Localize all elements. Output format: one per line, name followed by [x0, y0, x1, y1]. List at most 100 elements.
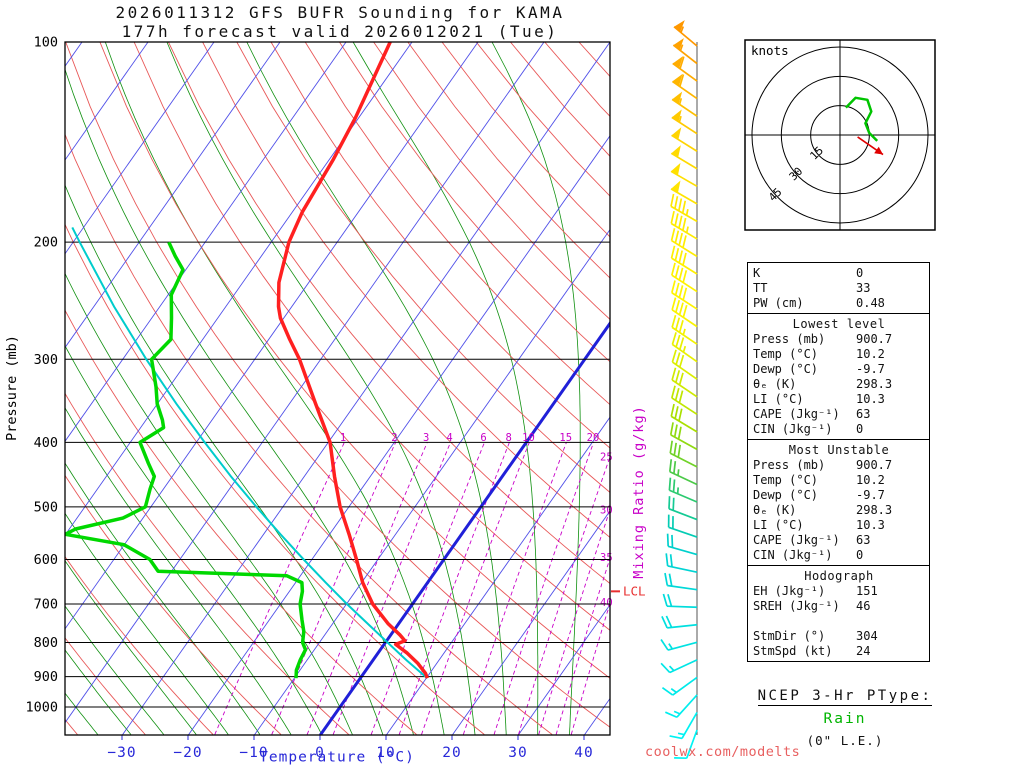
svg-text:−20: −20: [173, 745, 202, 761]
stat-label: θₑ (K): [753, 503, 797, 517]
svg-text:Pressure (mb): Pressure (mb): [4, 335, 20, 441]
stat-row: StmSpd (kt) 24: [753, 644, 925, 659]
svg-text:6: 6: [480, 432, 486, 444]
stat-row: LI (°C) 10.3: [753, 518, 925, 533]
stat-row: Press (mb) 900.7: [753, 332, 925, 347]
svg-text:3: 3: [423, 432, 429, 444]
plot-border: [64, 41, 611, 736]
stat-row: StmDir (°) 304: [753, 629, 925, 644]
stat-value: 900.7: [856, 458, 893, 472]
stats-section-header: Most Unstable: [788, 443, 890, 457]
stat-value: -9.7: [856, 362, 885, 376]
stat-value: 33: [856, 281, 871, 295]
svg-text:2: 2: [391, 432, 397, 444]
stat-value: 298.3: [856, 377, 893, 391]
ptype-heading-text: NCEP 3-Hr PType:: [757, 688, 933, 706]
stat-value: 10.2: [856, 347, 885, 361]
stat-value: 304: [856, 629, 878, 643]
stats-panel: K 0 TT 33 PW (cm) 0.48 Lowest level Press (mb) 9…: [747, 262, 930, 662]
stat-row: PW (cm) 0.48: [753, 296, 925, 311]
stat-label: TT: [753, 281, 768, 295]
svg-text:knots: knots: [751, 43, 789, 58]
stats-section: Most Unstable Press (mb) 900.7 Temp (°C) 10.…: [747, 439, 930, 566]
stat-label: Press (mb): [753, 332, 826, 346]
stat-row: CIN (Jkg⁻¹) 0: [753, 422, 925, 437]
svg-text:1000: 1000: [25, 700, 58, 716]
stat-label: CIN (Jkg⁻¹): [753, 548, 833, 562]
svg-text:10: 10: [522, 432, 535, 444]
svg-text:40: 40: [574, 745, 593, 761]
stat-label: Temp (°C): [753, 347, 819, 361]
svg-text:4: 4: [446, 432, 452, 444]
stat-value: 0: [856, 548, 864, 562]
svg-text:600: 600: [34, 552, 58, 568]
stats-section: K 0 TT 33 PW (cm) 0.48: [747, 262, 930, 314]
stats-section: Hodograph EH (Jkg⁻¹) 151 SREH (Jkg⁻¹) 46 Stm…: [747, 565, 930, 662]
stat-label: SREH (Jkg⁻¹): [753, 599, 840, 613]
stat-row: [753, 614, 925, 629]
svg-text:1: 1: [340, 432, 346, 444]
stat-row: Dewp (°C) -9.7: [753, 488, 925, 503]
stat-label: EH (Jkg⁻¹): [753, 584, 826, 598]
stat-row: TT 33: [753, 281, 925, 296]
svg-text:35: 35: [600, 552, 613, 564]
stat-value: 63: [856, 407, 871, 421]
stat-value: 10.2: [856, 473, 885, 487]
stat-label: PW (cm): [753, 296, 804, 310]
stat-label: StmSpd (kt): [753, 644, 833, 658]
stats-section: Lowest level Press (mb) 900.7 Temp (°C) 10.2…: [747, 313, 930, 440]
svg-text:Mixing Ratio (g/kg): Mixing Ratio (g/kg): [631, 405, 647, 578]
wind-barb-column: [660, 20, 698, 760]
stat-label: LI (°C): [753, 518, 804, 532]
temperature-trace: [276, 42, 429, 679]
stat-value: 298.3: [856, 503, 893, 517]
stat-label: LI (°C): [753, 392, 804, 406]
stat-row: θₑ (K) 298.3: [753, 377, 925, 392]
svg-text:20: 20: [587, 432, 600, 444]
svg-text:300: 300: [34, 352, 58, 368]
hodograph-trace: [845, 96, 879, 142]
stat-value: 63: [856, 533, 871, 547]
svg-text:100: 100: [34, 35, 58, 51]
stat-label: StmDir (°): [753, 629, 826, 643]
stat-label: K: [753, 266, 761, 280]
credit-link[interactable]: coolwx.com/modelts: [645, 744, 801, 760]
freezing-isotherm: [319, 320, 610, 735]
sounding-traces: [65, 42, 429, 679]
svg-text:800: 800: [34, 635, 58, 651]
stat-value: -9.7: [856, 488, 885, 502]
svg-text:LCL: LCL: [623, 583, 646, 598]
stat-value: 151: [856, 584, 878, 598]
svg-text:0: 0: [315, 745, 325, 761]
svg-text:200: 200: [34, 235, 58, 251]
lcl-marker: LCL: [611, 583, 646, 598]
stat-row: Press (mb) 900.7: [753, 458, 925, 473]
stat-label: Press (mb): [753, 458, 826, 472]
stat-label: CIN (Jkg⁻¹): [753, 422, 833, 436]
stat-row: EH (Jkg⁻¹) 151: [753, 584, 925, 599]
svg-text:20: 20: [442, 745, 461, 761]
parcel-trace: [71, 226, 428, 679]
stat-label: Dewp (°C): [753, 488, 819, 502]
stat-value: 24: [856, 644, 871, 658]
svg-text:15: 15: [559, 432, 572, 444]
stat-value: 0: [856, 266, 864, 280]
stat-label: CAPE (Jkg⁻¹): [753, 407, 840, 421]
stat-value: 10.3: [856, 392, 885, 406]
dewpoint-trace: [65, 241, 308, 679]
stat-row: Temp (°C) 10.2: [753, 347, 925, 362]
ptype-value: Rain: [823, 711, 867, 727]
stat-label: Dewp (°C): [753, 362, 819, 376]
svg-text:−10: −10: [239, 745, 268, 761]
svg-text:30: 30: [508, 745, 527, 761]
svg-text:500: 500: [34, 499, 58, 515]
svg-text:10: 10: [376, 745, 395, 761]
ptype-heading: NCEP 3-Hr PType:: [742, 688, 948, 706]
stat-row: Dewp (°C) -9.7: [753, 362, 925, 377]
stat-value: 0: [856, 422, 864, 436]
